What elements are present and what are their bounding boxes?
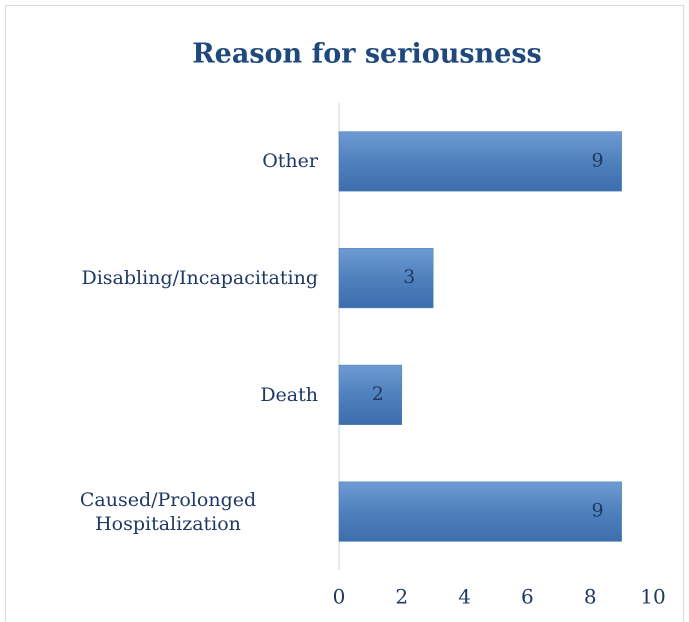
x-tick-label: 6 <box>521 585 534 609</box>
y-tick-label: Disabling/Incapacitating <box>81 267 319 290</box>
y-tick-label-box: Other <box>0 149 318 173</box>
y-tick-label: Other <box>262 150 318 173</box>
data-label: 9 <box>592 149 604 171</box>
bar <box>338 364 403 425</box>
y-tick-label: Death <box>260 383 318 406</box>
x-tick-label: 8 <box>584 585 597 609</box>
x-tick-label: 4 <box>458 585 471 609</box>
y-tick-label-box: Caused/Prolonged Hospitalization <box>0 488 318 536</box>
bar <box>338 481 622 542</box>
y-tick-label-box: Disabling/Incapacitating <box>0 266 319 290</box>
data-label: 2 <box>372 383 384 405</box>
chart-title: Reason for seriousness <box>192 39 542 70</box>
data-label: 3 <box>403 266 415 288</box>
x-tick-label: 10 <box>640 585 665 609</box>
x-tick-label: 0 <box>333 585 346 609</box>
x-tick-label: 2 <box>395 585 408 609</box>
bar <box>338 248 434 309</box>
data-label: 9 <box>592 500 604 522</box>
bar <box>338 131 622 192</box>
y-tick-label: Caused/Prolonged Hospitalization <box>79 488 257 535</box>
y-tick-label-box: Death <box>0 383 318 407</box>
